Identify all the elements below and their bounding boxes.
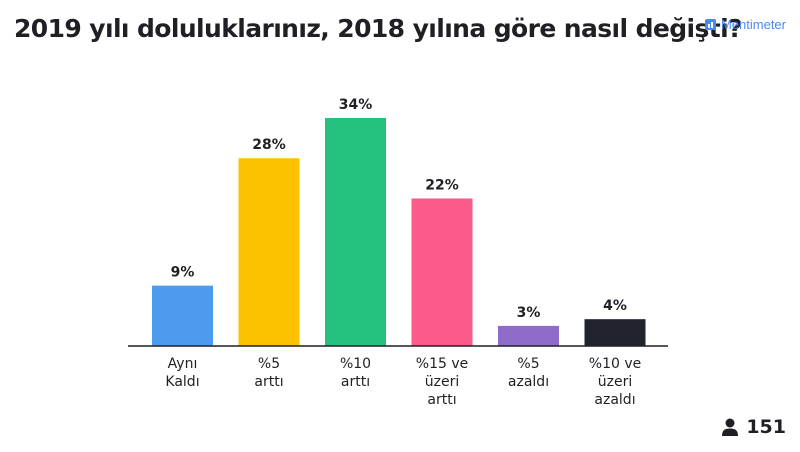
category-label: %10 ve <box>589 356 641 372</box>
data-label: 34% <box>339 97 373 113</box>
data-label: 3% <box>517 305 541 321</box>
data-label: 28% <box>252 137 286 153</box>
mentimeter-logo-icon <box>704 19 716 30</box>
category-label: üzeri <box>598 374 632 390</box>
category-label: %5 <box>258 356 280 372</box>
person-icon <box>722 418 739 436</box>
question-title: 2019 yılı doluluklarınız, 2018 yılına gö… <box>14 14 743 43</box>
category-label: Aynı <box>168 356 198 372</box>
bar <box>238 158 300 346</box>
category-label: azaldı <box>508 374 549 390</box>
brand-name: Mentimeter <box>720 17 786 32</box>
bar <box>325 118 386 346</box>
data-label: 9% <box>171 265 195 281</box>
category-label: azaldı <box>594 392 635 408</box>
participant-count: 151 <box>720 416 786 438</box>
category-label: üzeri <box>425 374 459 390</box>
category-label: %5 <box>517 356 539 372</box>
bar <box>152 285 213 346</box>
data-label: 22% <box>425 177 459 193</box>
bar <box>498 325 559 346</box>
brand-logo: Mentimeter <box>704 17 786 32</box>
category-label: arttı <box>427 392 456 408</box>
category-label: arttı <box>254 374 283 390</box>
bar <box>411 198 473 346</box>
bar <box>584 319 646 346</box>
participant-count-value: 151 <box>746 416 786 438</box>
category-label: %10 <box>340 356 371 372</box>
category-label: arttı <box>341 374 370 390</box>
category-label: Kaldı <box>165 374 199 390</box>
category-label: %15 ve <box>416 356 468 372</box>
data-label: 4% <box>603 298 627 314</box>
